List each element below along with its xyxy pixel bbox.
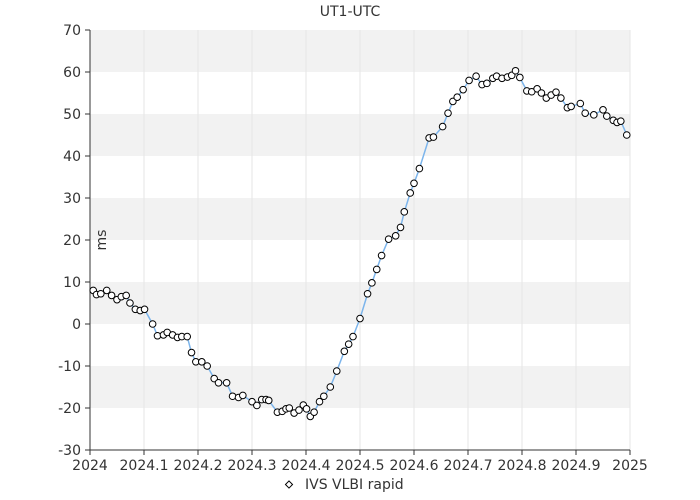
data-point	[459, 85, 467, 94]
data-point	[332, 367, 341, 375]
x-tick-label: 2024.8	[498, 458, 547, 474]
data-point	[326, 383, 335, 391]
chart-title: UT1-UTC	[320, 4, 381, 20]
y-tick-label: -20	[58, 401, 81, 417]
y-tick-label: 10	[63, 275, 81, 291]
data-point	[429, 133, 438, 141]
legend-label: IVS VLBI rapid	[305, 477, 404, 493]
x-tick-label: 2024	[72, 458, 108, 474]
data-point	[415, 164, 424, 173]
x-axis-ticks: 2024 2024.1 2024.2 2024.3 2024.4 2024.5 2024.6…	[72, 450, 648, 474]
data-point	[122, 291, 130, 300]
data-point	[557, 94, 565, 102]
data-point	[453, 93, 462, 101]
x-tick-label: 2024.9	[552, 458, 601, 474]
data-point	[214, 379, 223, 387]
data-point	[581, 109, 589, 117]
y-tick-label: 40	[63, 149, 81, 165]
legend: IVS VLBI rapid	[284, 477, 404, 493]
data-point	[344, 340, 353, 348]
x-tick-label: 2024.7	[444, 458, 493, 474]
data-point	[516, 73, 524, 82]
data-point	[102, 286, 111, 295]
y-tick-label: 60	[63, 65, 81, 81]
data-point	[511, 66, 520, 75]
data-point	[302, 405, 311, 413]
data-point	[264, 396, 273, 405]
y-tick-label: 30	[63, 191, 81, 207]
data-point	[622, 131, 631, 139]
y-tick-label: 70	[63, 23, 81, 39]
data-point	[372, 265, 381, 274]
data-point	[444, 109, 452, 117]
data-point	[363, 289, 372, 298]
data-point	[537, 89, 546, 97]
data-point	[483, 79, 491, 88]
data-point	[576, 99, 585, 108]
data-point	[396, 223, 405, 232]
data-point	[320, 392, 328, 401]
x-tick-label: 2024.3	[228, 458, 277, 474]
y-tick-label: -10	[58, 359, 81, 375]
data-point	[203, 362, 211, 370]
x-tick-label: 2024.4	[282, 458, 331, 474]
data-point	[552, 88, 560, 96]
data-point	[253, 401, 261, 410]
data-point	[310, 408, 318, 417]
y-tick-label: 0	[72, 317, 81, 333]
data-point	[410, 179, 418, 188]
x-tick-label: 2024.5	[336, 458, 385, 474]
data-point	[406, 189, 415, 197]
data-point	[148, 320, 157, 328]
data-point	[222, 379, 231, 387]
series-ivs-vlbi-rapid	[89, 66, 631, 421]
legend-marker-icon	[284, 480, 294, 489]
data-point	[617, 117, 625, 125]
data-point	[599, 106, 607, 114]
data-point	[368, 279, 376, 287]
data-point	[602, 112, 611, 120]
data-point	[567, 102, 575, 111]
data-point	[140, 305, 149, 314]
data-point	[391, 232, 400, 240]
data-point	[377, 251, 386, 260]
data-point	[356, 314, 364, 323]
data-point	[285, 404, 294, 412]
data-point	[384, 235, 393, 243]
data-point	[107, 291, 116, 300]
x-tick-label: 2024.2	[174, 458, 223, 474]
data-point	[349, 332, 357, 341]
data-point	[197, 358, 206, 366]
data-point	[340, 347, 349, 356]
data-point	[187, 348, 196, 357]
vertical-gridlines	[89, 30, 631, 450]
data-point	[315, 397, 324, 406]
data-point	[590, 111, 598, 119]
data-point	[248, 397, 256, 406]
y-axis-label: ms	[94, 230, 110, 251]
x-tick-label: 2024.6	[390, 458, 439, 474]
data-point	[472, 72, 480, 80]
y-axis-ticks: 70 60 50 40 30 20 10 0 -10 -20 -30	[58, 23, 90, 459]
data-point	[183, 332, 191, 341]
data-point	[126, 299, 134, 307]
y-tick-label: -30	[58, 443, 81, 459]
data-point	[465, 76, 473, 85]
data-point	[295, 406, 303, 414]
y-tick-label: 50	[63, 107, 81, 123]
x-tick-label: 2025	[612, 458, 648, 474]
data-point	[239, 391, 247, 400]
y-tick-label: 20	[63, 233, 81, 249]
data-point	[438, 122, 447, 131]
data-point	[97, 289, 105, 298]
data-point	[400, 208, 409, 216]
x-tick-label: 2024.1	[120, 458, 169, 474]
